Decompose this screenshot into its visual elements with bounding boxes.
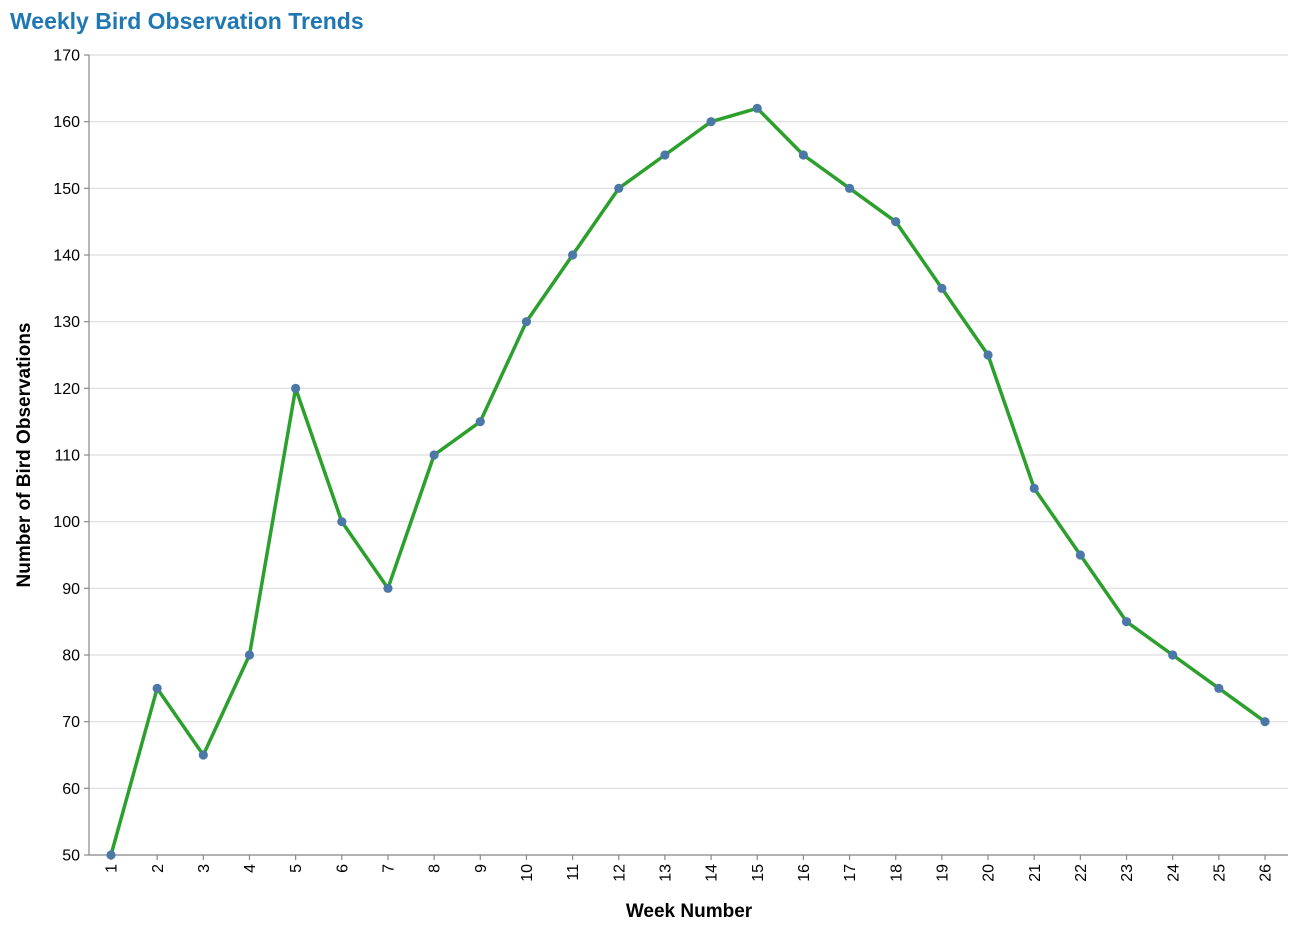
- y-tick-label: 50: [62, 848, 80, 865]
- data-point: [521, 317, 532, 327]
- data-point: [383, 583, 393, 593]
- data-point: [660, 150, 670, 160]
- data-point: [106, 850, 116, 860]
- data-point: [1121, 617, 1132, 627]
- x-tick-label: 19: [934, 864, 951, 882]
- data-point: [752, 103, 762, 113]
- y-tick-label: 120: [53, 381, 80, 398]
- x-tick-label: 13: [658, 864, 675, 882]
- x-tick-label: 8: [427, 864, 444, 873]
- x-tick-label: 14: [704, 864, 721, 882]
- y-tick-label: 160: [53, 114, 80, 131]
- data-point: [1214, 683, 1224, 693]
- y-tick-label: 100: [53, 514, 80, 531]
- x-tick-label: 11: [565, 864, 582, 881]
- data-point: [798, 150, 809, 160]
- x-tick-label: 4: [242, 864, 259, 873]
- data-point: [475, 417, 485, 427]
- x-tick-label: 22: [1073, 864, 1090, 882]
- x-tick-label: 3: [196, 864, 213, 873]
- series: [109, 106, 1267, 857]
- data-point: [337, 517, 347, 527]
- data-point: [1029, 483, 1039, 493]
- data-point: [614, 183, 624, 193]
- data-point: [937, 283, 947, 293]
- y-tick-label: 110: [54, 448, 80, 465]
- grid-lines: [89, 54, 1288, 856]
- data-point: [1168, 650, 1178, 660]
- data-point: [429, 450, 439, 460]
- x-axis-title: Week Number: [626, 901, 753, 922]
- x-tick-label: 12: [611, 864, 628, 882]
- x-tick-label: 5: [288, 864, 305, 873]
- data-point: [152, 683, 162, 693]
- x-tick-label: 2: [150, 864, 167, 873]
- y-tick-label: 80: [62, 648, 80, 665]
- x-tick-label: 23: [1119, 864, 1136, 882]
- x-tick-label: 6: [334, 864, 351, 873]
- data-point: [891, 217, 901, 227]
- y-tick-label: 150: [53, 181, 80, 198]
- data-point: [568, 250, 578, 260]
- series-line: [109, 106, 1267, 857]
- x-tick-label: 24: [1165, 864, 1182, 882]
- x-tick-label: 20: [981, 864, 998, 882]
- y-tick-label: 140: [53, 248, 80, 265]
- data-point: [198, 750, 208, 760]
- data-point: [706, 117, 716, 127]
- x-tick-label: 25: [1211, 864, 1228, 882]
- x-tick-label: 15: [750, 864, 767, 882]
- chart-title: Weekly Bird Observation Trends: [10, 8, 364, 34]
- x-tick-label: 17: [842, 864, 859, 882]
- y-axis-title: Number of Bird Observations: [14, 323, 35, 588]
- y-tick-label: 90: [62, 581, 80, 598]
- y-tick-label: 170: [53, 48, 80, 65]
- x-tick-label: 9: [473, 864, 490, 873]
- data-point: [983, 350, 993, 360]
- y-tick-label: 70: [62, 714, 80, 731]
- x-tick-label: 7: [381, 864, 398, 873]
- data-point: [844, 183, 855, 193]
- x-tick-label: 26: [1258, 864, 1275, 882]
- data-points: [106, 103, 1270, 860]
- x-tick-label: 21: [1027, 864, 1044, 882]
- x-tick-label: 16: [796, 864, 813, 882]
- y-tick-label: 130: [53, 314, 80, 331]
- x-tick-label: 1: [104, 864, 121, 873]
- x-tick-label: 18: [888, 864, 905, 882]
- data-point: [291, 383, 301, 393]
- x-tick-label: 10: [519, 864, 536, 882]
- y-tick-label: 60: [62, 781, 80, 798]
- data-point: [1075, 550, 1085, 560]
- data-point: [1260, 717, 1270, 727]
- data-point: [244, 650, 255, 660]
